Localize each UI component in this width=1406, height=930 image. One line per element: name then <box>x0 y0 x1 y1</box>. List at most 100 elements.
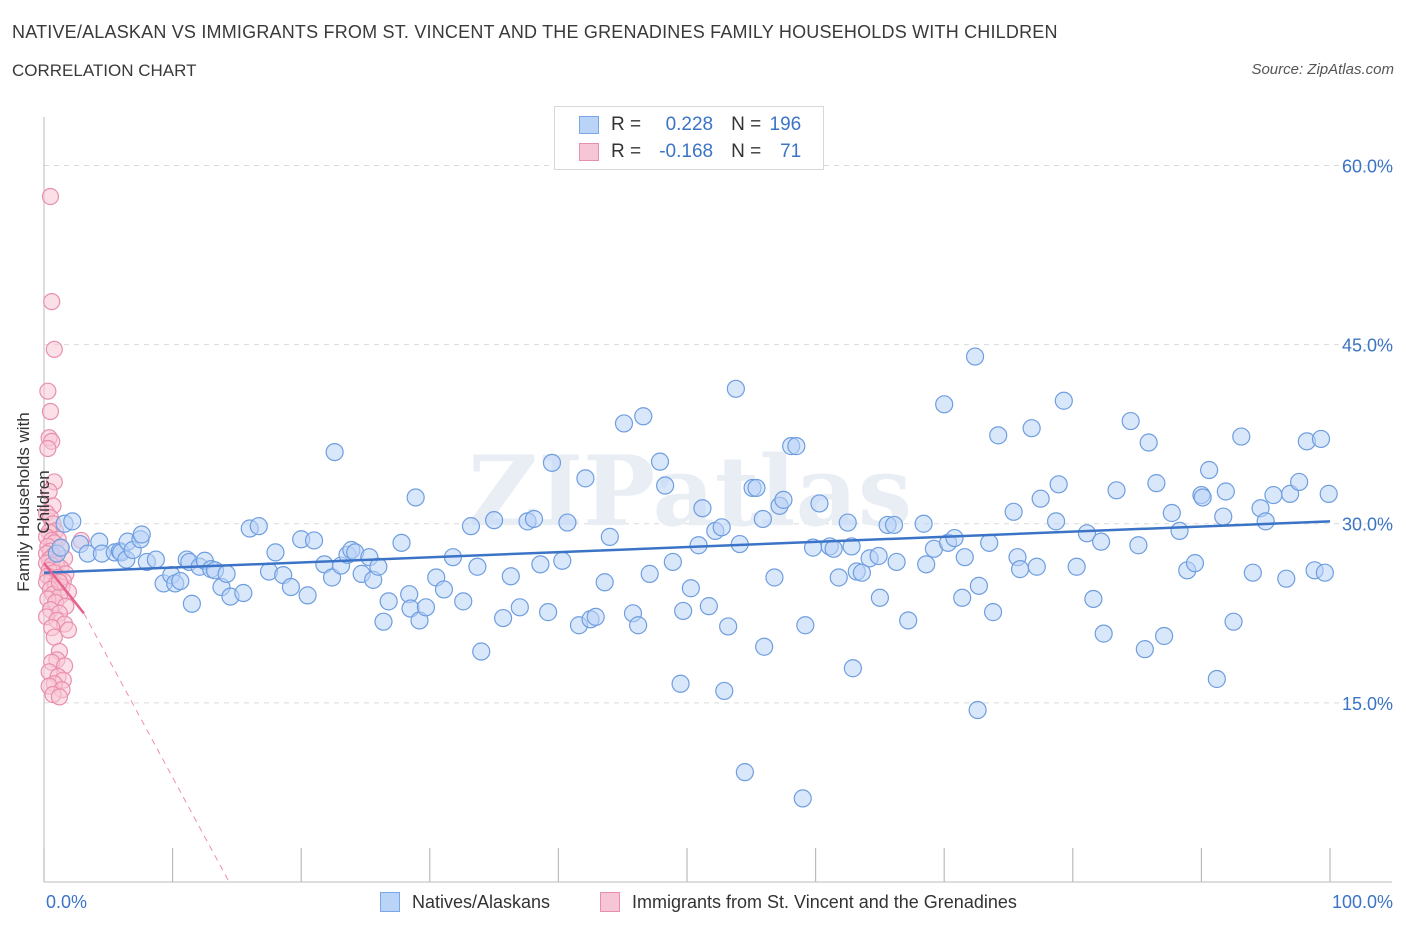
blue-point <box>640 564 659 583</box>
blue-point <box>1185 554 1205 573</box>
blue-point <box>1022 419 1041 438</box>
blue-point <box>1319 484 1338 503</box>
blue-point <box>524 509 544 529</box>
blue-point <box>953 588 972 607</box>
blue-point <box>747 478 766 498</box>
legend-n-value: 71 <box>780 141 802 162</box>
blue-point <box>1067 557 1086 576</box>
blue-point <box>1243 563 1262 582</box>
blue-point <box>595 573 614 592</box>
blue-point <box>281 577 301 597</box>
blue-point <box>968 700 987 720</box>
blue-point <box>1207 669 1226 689</box>
blue-point <box>983 603 1003 622</box>
blue-point <box>51 538 70 557</box>
blue-point <box>793 789 812 808</box>
blue-point <box>1049 475 1068 494</box>
blue-point <box>1216 482 1235 501</box>
blue-point <box>735 763 754 782</box>
blue-point <box>755 637 774 656</box>
blue-point <box>1290 472 1309 492</box>
pink-point <box>45 628 63 646</box>
blue-point <box>600 527 619 546</box>
blue-point <box>298 586 317 605</box>
blue-point <box>870 588 890 607</box>
blue-point <box>234 583 253 603</box>
blue-point <box>132 525 151 544</box>
legend-r-value: 0.228 <box>665 114 714 135</box>
blue-point <box>1200 460 1219 480</box>
blue-point <box>501 567 520 586</box>
blue-point <box>539 603 558 622</box>
legend-row-natives: R = 0.228 N = 196 <box>579 113 801 137</box>
blue-point <box>325 442 344 462</box>
chart-title: NATIVE/ALASKAN VS IMMIGRANTS FROM ST. VI… <box>12 22 1058 42</box>
blue-point <box>531 555 550 574</box>
y-tick-label: 30.0% <box>1342 515 1393 535</box>
blue-point <box>1084 589 1103 609</box>
blue-point <box>774 490 793 509</box>
blue-point <box>887 552 906 572</box>
bottom-legend-label: Natives/Alaskans <box>412 891 551 912</box>
blue-point <box>1315 563 1334 582</box>
blue-point <box>869 546 888 566</box>
pink-point <box>45 340 63 358</box>
blue-point <box>542 453 562 472</box>
blue-point <box>576 469 595 488</box>
blue-point <box>712 518 731 537</box>
blue-point <box>1031 489 1050 508</box>
blue-point <box>1147 474 1166 493</box>
blue-point <box>1264 485 1283 505</box>
blue-point <box>989 426 1008 445</box>
pink-point <box>39 439 57 458</box>
blue-point <box>472 642 491 661</box>
blue-point <box>656 476 675 495</box>
legend-r-label: R = <box>611 114 642 135</box>
blue-point <box>1129 536 1148 555</box>
blue-point <box>1004 502 1023 521</box>
legend-swatch-pink <box>579 143 599 161</box>
pink-trend-line <box>43 562 85 615</box>
blue-point <box>753 509 772 529</box>
y-tick-label: 60.0% <box>1342 156 1393 176</box>
blue-point <box>1094 624 1113 643</box>
watermark: ZIPatlas <box>468 435 912 548</box>
blue-point <box>843 659 862 678</box>
blue-point <box>1311 429 1331 449</box>
blue-point <box>1155 626 1174 646</box>
blue-point <box>787 437 806 456</box>
bottom-legend-immigrants: Immigrants from St. Vincent and the Gren… <box>600 890 1017 914</box>
y-tick-label: 15.0% <box>1342 694 1393 714</box>
blue-point <box>171 571 190 591</box>
blue-point <box>980 533 999 552</box>
source-label: Source: ZipAtlas.com <box>1251 61 1394 78</box>
x-tick-label: 100.0% <box>1332 892 1393 912</box>
blue-point <box>434 580 454 599</box>
blue-point <box>810 494 829 513</box>
blue-point <box>182 594 201 613</box>
blue-point <box>379 592 398 611</box>
blue-point <box>681 579 700 598</box>
blue-point <box>1077 524 1097 543</box>
bottom-swatch-blue <box>380 892 400 912</box>
blue-point <box>406 488 425 507</box>
pink-point <box>50 688 69 706</box>
pink-trend-extension <box>83 613 230 883</box>
legend-r-value: -0.168 <box>659 141 714 162</box>
tick-labels: 15.0% 30.0% 45.0% 60.0% 0.0% 100.0% <box>46 156 1393 912</box>
blue-point <box>899 611 918 630</box>
blue-point <box>699 597 718 616</box>
legend-n-label: N = <box>731 114 762 135</box>
blue-point <box>1139 433 1158 452</box>
blue-point <box>1107 481 1126 500</box>
watermark-text: ZIPatlas <box>468 435 912 548</box>
bottom-legend-natives: Natives/Alaskans <box>380 890 550 914</box>
blue-point <box>715 681 734 701</box>
blue-point <box>765 568 784 587</box>
blue-point <box>671 674 690 693</box>
blue-point <box>494 608 513 628</box>
blue-point <box>468 557 487 576</box>
blue-point <box>1027 557 1046 576</box>
blue-point <box>63 512 82 531</box>
